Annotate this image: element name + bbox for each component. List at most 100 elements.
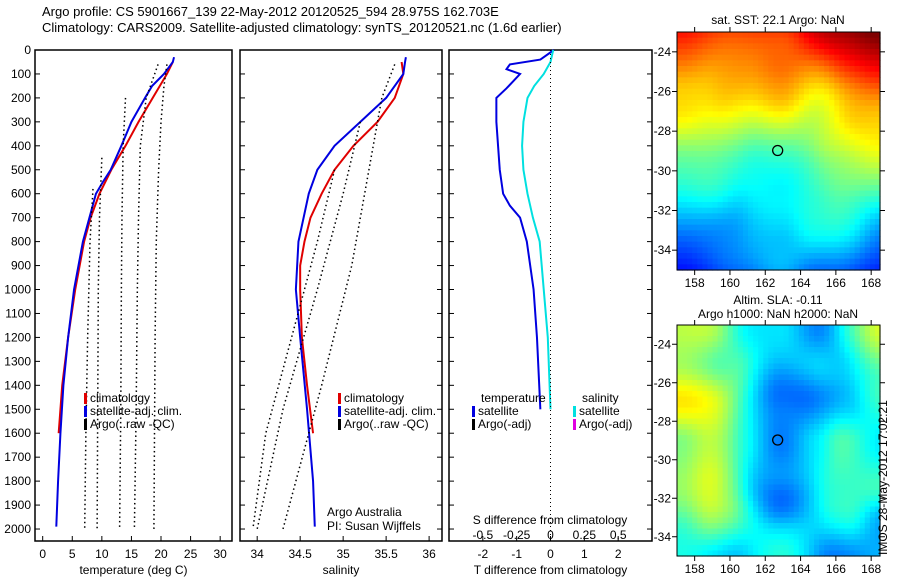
map-cell xyxy=(707,207,714,214)
map-cell xyxy=(793,479,800,486)
map-cell xyxy=(854,451,861,458)
map-cell xyxy=(707,347,714,354)
map-cell xyxy=(864,325,871,332)
map-cell xyxy=(722,407,729,414)
map-cell xyxy=(834,413,840,420)
map-cell xyxy=(803,462,810,469)
map-cell xyxy=(829,413,835,420)
map-cell xyxy=(778,202,785,209)
map-cell xyxy=(687,179,693,186)
map-cell xyxy=(793,391,800,398)
map-cell xyxy=(722,446,729,453)
title-line-2: Climatology: CARS2009. Satellite-adjuste… xyxy=(42,20,562,35)
map-cell xyxy=(707,241,714,248)
map-cell xyxy=(824,134,830,141)
legend-label: Argo(-adj) xyxy=(478,417,531,431)
map-cell xyxy=(707,468,714,475)
map-cell xyxy=(768,369,775,376)
map-cell xyxy=(722,539,729,546)
map-cell xyxy=(844,446,851,453)
map-cell xyxy=(854,341,861,348)
map-cell xyxy=(819,479,825,486)
map-cell xyxy=(722,506,729,513)
map-cell xyxy=(763,545,769,552)
map-cell xyxy=(803,49,810,56)
s-tick-label: 0.25 xyxy=(573,528,597,542)
map-cell xyxy=(803,207,810,214)
map-cell xyxy=(793,71,800,78)
map-cell xyxy=(682,185,688,192)
map-cell xyxy=(727,134,734,141)
map-cell xyxy=(829,134,835,141)
map-cell xyxy=(778,37,785,44)
map-cell xyxy=(859,506,866,513)
map-cell xyxy=(732,429,739,436)
map-cell xyxy=(778,374,785,381)
map-cell xyxy=(742,385,749,392)
y-tick-label: -26 xyxy=(654,376,672,390)
map-cell xyxy=(859,363,866,370)
map-cell xyxy=(834,43,840,50)
map-cell xyxy=(692,173,698,180)
map-cell xyxy=(737,94,744,101)
map-cell xyxy=(869,100,876,107)
map-cell xyxy=(803,385,810,392)
map-cell xyxy=(844,413,851,420)
map-cell xyxy=(859,336,866,343)
map-cell xyxy=(778,336,785,343)
map-cell xyxy=(722,202,729,209)
x-tick-label: 34 xyxy=(251,547,265,561)
map-cell xyxy=(829,94,835,101)
map-cell xyxy=(844,49,851,56)
map-cell xyxy=(727,151,734,158)
map-cell xyxy=(803,190,810,197)
map-cell xyxy=(824,71,830,78)
map-cell xyxy=(859,528,866,535)
map-cell xyxy=(874,173,881,180)
map-cell xyxy=(712,83,719,90)
map-cell xyxy=(753,539,759,546)
map-cell xyxy=(682,407,688,414)
map-cell xyxy=(803,517,810,524)
map-cell xyxy=(829,71,835,78)
map-cell xyxy=(682,37,688,44)
map-cell xyxy=(677,358,683,365)
map-cell xyxy=(773,451,780,458)
map-cell xyxy=(748,32,754,39)
map-cell xyxy=(758,185,764,192)
map-cell xyxy=(737,407,744,414)
map-cell xyxy=(717,179,724,186)
map-cell xyxy=(869,190,876,197)
map-cell xyxy=(697,336,703,343)
map-cell xyxy=(788,111,795,118)
map-cell xyxy=(869,369,876,376)
map-cell xyxy=(692,396,698,403)
map-cell xyxy=(677,202,683,209)
map-cell xyxy=(849,473,856,480)
map-cell xyxy=(834,495,840,502)
map-cell xyxy=(707,173,714,180)
map-cell xyxy=(869,358,876,365)
map-cell xyxy=(763,117,769,124)
map-cell xyxy=(677,196,683,203)
map-cell xyxy=(737,253,744,260)
map-cell xyxy=(819,168,825,175)
map-cell xyxy=(814,501,820,508)
map-cell xyxy=(814,134,820,141)
map-cell xyxy=(778,77,785,84)
map-cell xyxy=(768,213,775,220)
map-cell xyxy=(768,380,775,387)
map-cell xyxy=(702,495,709,502)
map-cell xyxy=(727,105,734,112)
map-cell xyxy=(753,179,759,186)
map-cell xyxy=(824,534,830,541)
map-cell xyxy=(808,435,815,442)
map-cell xyxy=(712,385,719,392)
map-cell xyxy=(748,451,754,458)
map-cell xyxy=(677,440,683,447)
map-cell xyxy=(763,347,769,354)
map-cell xyxy=(748,253,754,260)
map-cell xyxy=(834,363,840,370)
map-cell xyxy=(839,224,846,231)
